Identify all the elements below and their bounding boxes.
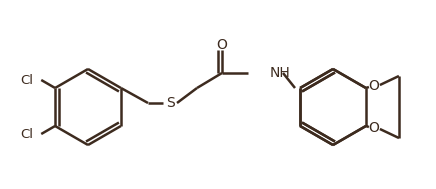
Text: O: O <box>368 121 379 135</box>
Text: Cl: Cl <box>20 74 33 87</box>
Text: O: O <box>368 79 379 93</box>
Text: O: O <box>217 38 228 52</box>
Text: NH: NH <box>270 66 291 80</box>
Text: Cl: Cl <box>20 128 33 140</box>
Text: S: S <box>166 96 174 110</box>
